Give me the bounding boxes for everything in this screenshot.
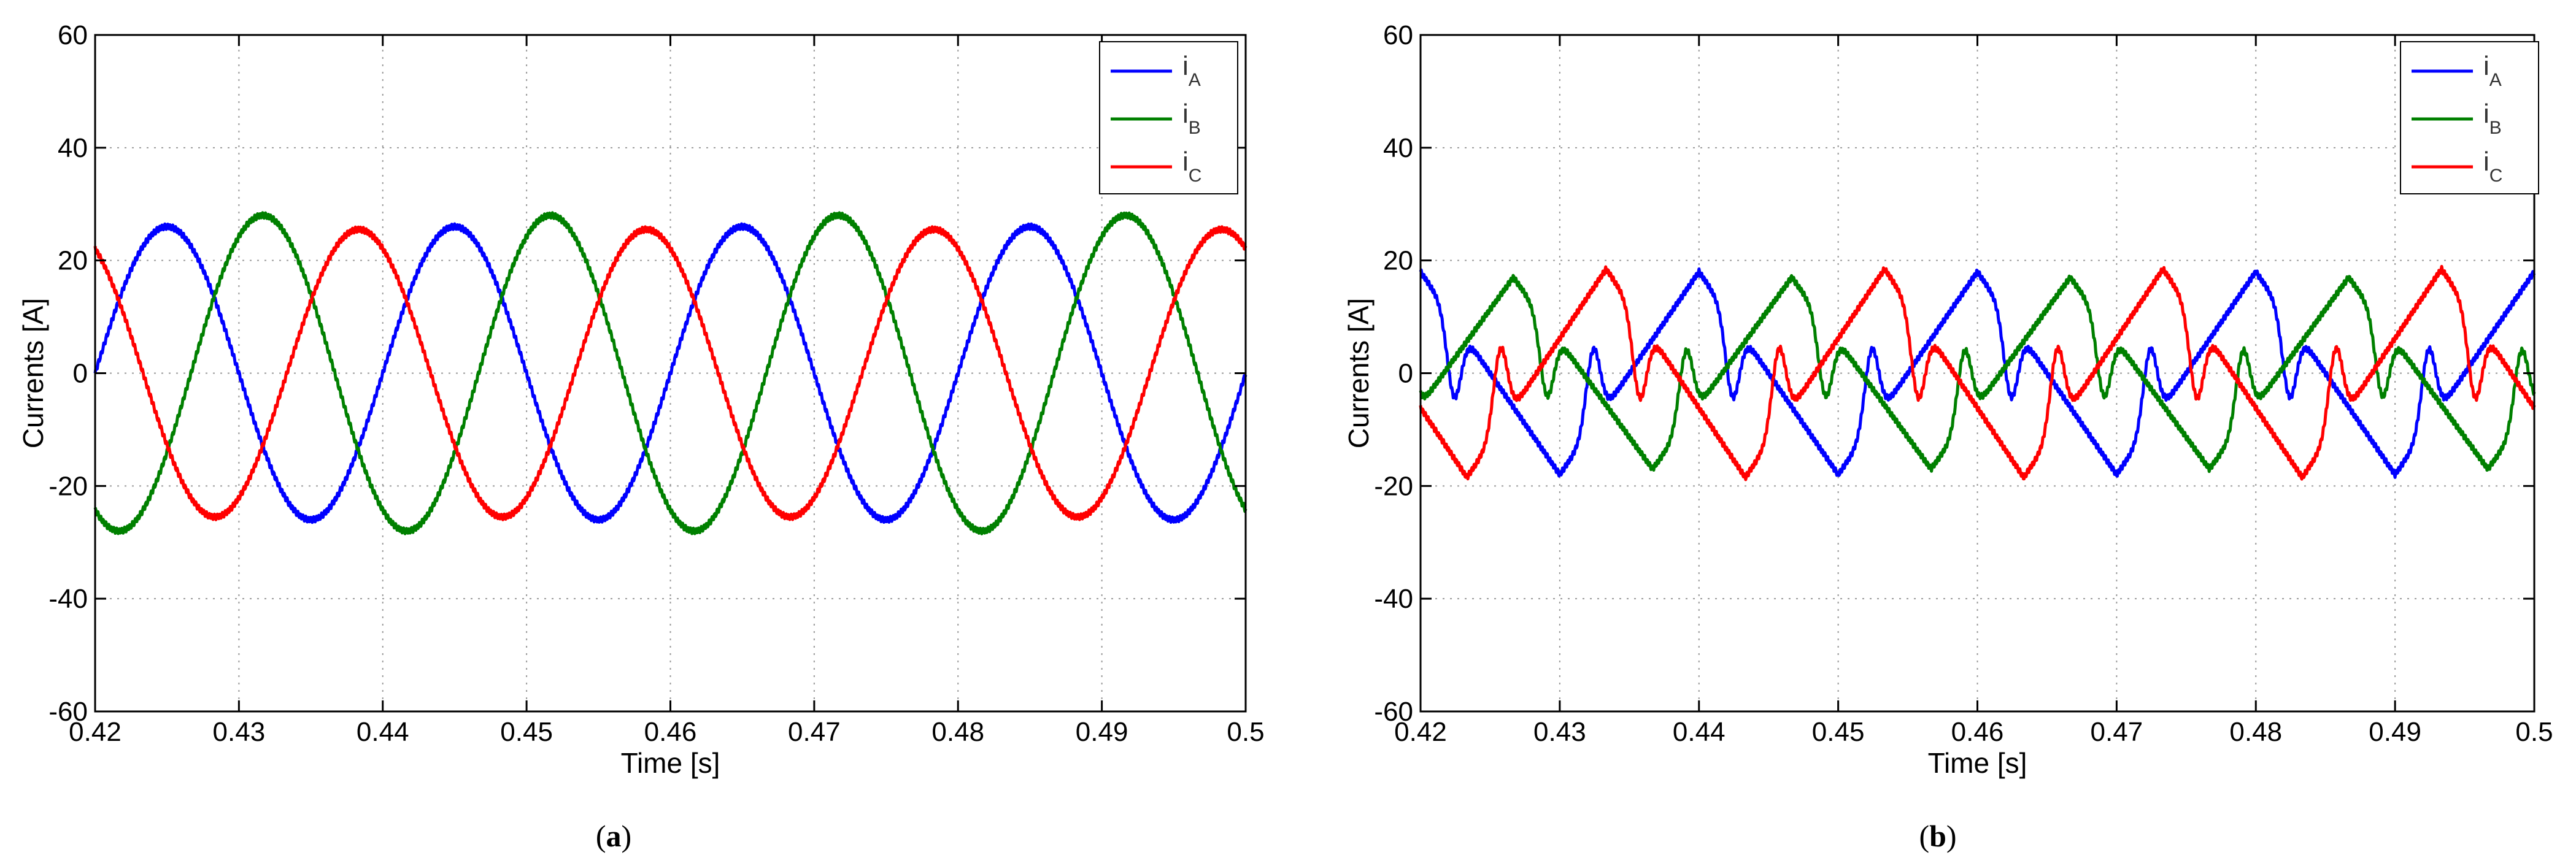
x-tick-label: 0.46 bbox=[1951, 717, 2004, 747]
y-tick-label: 60 bbox=[58, 20, 88, 50]
series-line-iC bbox=[1419, 264, 2536, 481]
y-tick-label: 0 bbox=[1398, 359, 1413, 389]
chart-panel-a: 0.42 0.43 0.44 0.45 0.46 0.47 0.48 0.49 0.5 -60 -4… bbox=[17, 20, 1265, 853]
y-tick-label: 60 bbox=[1383, 20, 1413, 50]
y-tick-label: 20 bbox=[1383, 246, 1413, 276]
series-line-iA bbox=[1419, 267, 2536, 479]
x-tick-label: 0.45 bbox=[1812, 717, 1865, 747]
legend-subscript: B bbox=[2489, 118, 2502, 138]
y-tick-label: -20 bbox=[1374, 471, 1413, 501]
legend-subscript: C bbox=[2489, 166, 2503, 186]
x-tick-label: 0.47 bbox=[2091, 717, 2143, 747]
y-axis-label: Currents [A] bbox=[17, 298, 49, 448]
x-tick-label: 0.48 bbox=[2229, 717, 2282, 747]
x-tick-label: 0.46 bbox=[644, 717, 697, 747]
y-tick-label: 40 bbox=[1383, 133, 1413, 163]
series-line-iC bbox=[93, 225, 1248, 521]
y-tick-label: -60 bbox=[48, 697, 88, 727]
x-tick-label: 0.45 bbox=[500, 717, 553, 747]
x-axis-label: Time [s] bbox=[1928, 747, 2027, 779]
legend-subscript: A bbox=[2489, 70, 2502, 90]
legend-subscript: A bbox=[1189, 70, 1201, 90]
x-tick-label: 0.5 bbox=[2515, 717, 2553, 747]
chart-panel-b: 0.42 0.43 0.44 0.45 0.46 0.47 0.48 0.49 0.5 -60 -4… bbox=[1343, 20, 2553, 853]
y-tick-label: -40 bbox=[1374, 584, 1413, 614]
x-tick-label: 0.44 bbox=[1673, 717, 1726, 747]
x-tick-label: 0.5 bbox=[1227, 717, 1264, 747]
series-group bbox=[93, 211, 1248, 535]
x-tick-label: 0.44 bbox=[357, 717, 409, 747]
x-tick-label: 0.49 bbox=[1076, 717, 1128, 747]
x-tick-label: 0.43 bbox=[213, 717, 266, 747]
series-line-iB bbox=[1419, 274, 2536, 473]
panel-caption: (a) bbox=[596, 819, 631, 853]
x-tick-label: 0.42 bbox=[1394, 717, 1447, 747]
series-line-iB bbox=[93, 211, 1248, 535]
y-tick-label: -60 bbox=[1374, 697, 1413, 727]
legend-subscript: C bbox=[1189, 166, 1202, 186]
x-axis-label: Time [s] bbox=[621, 747, 720, 779]
y-tick-label: -40 bbox=[48, 584, 88, 614]
y-tick-label: 0 bbox=[73, 359, 88, 389]
legend-subscript: B bbox=[1189, 118, 1201, 138]
y-axis-label: Currents [A] bbox=[1343, 298, 1375, 448]
series-line-iA bbox=[93, 222, 1248, 524]
x-tick-label: 0.42 bbox=[69, 717, 121, 747]
series-group bbox=[1419, 264, 2536, 481]
panel-caption: (b) bbox=[1919, 819, 1956, 853]
y-tick-label: -20 bbox=[48, 471, 88, 501]
x-tick-label: 0.48 bbox=[931, 717, 984, 747]
x-tick-label: 0.43 bbox=[1533, 717, 1586, 747]
y-tick-label: 20 bbox=[58, 246, 88, 276]
x-tick-label: 0.47 bbox=[788, 717, 841, 747]
y-tick-label: 40 bbox=[58, 133, 88, 163]
x-tick-label: 0.49 bbox=[2369, 717, 2421, 747]
